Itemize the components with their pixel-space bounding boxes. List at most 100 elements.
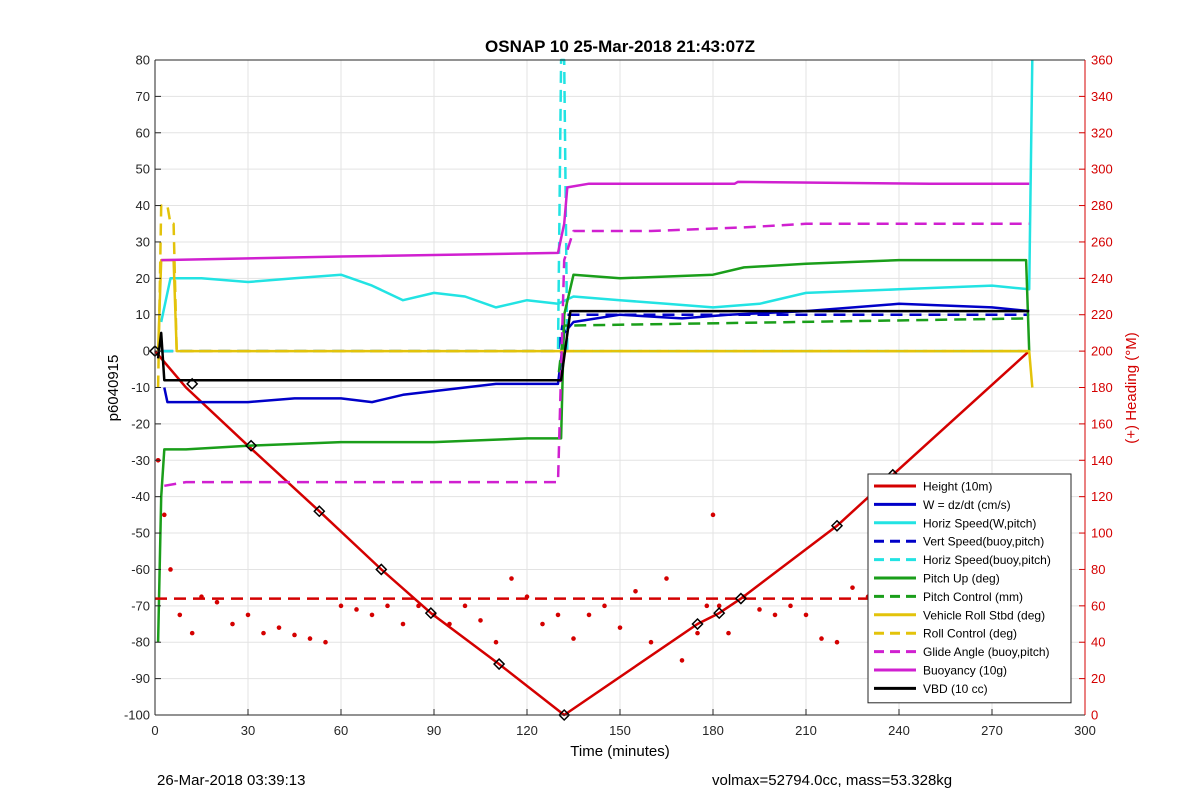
y-right-tick-label: 140	[1091, 453, 1113, 468]
legend-label: Vehicle Roll Stbd (deg)	[923, 608, 1045, 622]
heading-point	[416, 603, 421, 609]
heading-point	[245, 612, 251, 618]
legend-label: Pitch Control (mm)	[923, 590, 1023, 604]
y-tick-label: -70	[131, 598, 150, 613]
dive-marker	[186, 377, 199, 390]
dive-marker	[375, 563, 388, 576]
x-tick-label: 30	[241, 723, 255, 738]
heading-point	[757, 607, 762, 612]
legend-label: Height (10m)	[923, 480, 992, 494]
axes: 0 30 60 90 120 150 180 210 240 270 300807060504030…	[124, 53, 1113, 739]
legend-label: Buoyancy (10g)	[923, 664, 1007, 678]
y-right-tick-label: 200	[1091, 344, 1113, 359]
y-tick-label: -50	[131, 526, 150, 541]
heading-point	[602, 603, 607, 609]
heading-point	[400, 621, 406, 627]
heading-point	[447, 621, 452, 627]
series-line-1	[163, 302, 1030, 404]
x-tick-label: 60	[334, 723, 348, 738]
heading-point	[772, 612, 778, 618]
heading-point	[850, 585, 855, 590]
heading-point	[586, 612, 592, 618]
heading-point	[704, 603, 710, 609]
y-tick-label: -80	[131, 635, 150, 650]
x-tick-label: 150	[609, 723, 631, 738]
heading-point	[726, 630, 731, 636]
legend: Height (10m) W = dz/dt (cm/s) Horiz Speed(…	[867, 473, 1072, 704]
dive-marker	[493, 657, 506, 671]
y-right-tick-label: 120	[1091, 489, 1113, 504]
y-right-tick-label: 160	[1091, 416, 1113, 431]
x-tick-label: 300	[1074, 723, 1096, 738]
y-right-tick-label: 80	[1091, 562, 1105, 577]
x-tick-label: 210	[795, 723, 817, 738]
heading-point	[214, 599, 220, 605]
x-tick-label: 240	[888, 723, 910, 738]
heading-point	[162, 512, 167, 518]
y-tick-label: 40	[136, 198, 150, 213]
y-tick-label: 80	[136, 53, 150, 68]
legend-label: VBD (10 cc)	[923, 682, 988, 696]
y-tick-label: -30	[131, 453, 150, 468]
dive-marker	[734, 592, 747, 605]
heading-point	[261, 630, 266, 636]
series-line-0	[154, 350, 1031, 717]
y-right-tick-label: 240	[1091, 271, 1113, 286]
y-tick-label: 70	[136, 89, 150, 104]
heading-point	[540, 621, 545, 627]
y-right-tick-label: 360	[1091, 53, 1113, 68]
legend-label: Glide Angle (buoy,pitch)	[923, 645, 1050, 659]
dive-marker	[245, 439, 258, 452]
y-right-tick-label: 320	[1091, 125, 1113, 140]
heading-point	[354, 607, 359, 612]
x-axis-label: Time (minutes)	[570, 743, 669, 760]
series-line-5	[156, 258, 1031, 643]
heading-point	[648, 639, 654, 645]
heading-point	[509, 576, 514, 581]
heading-point	[664, 576, 669, 581]
y-tick-label: -10	[131, 380, 150, 395]
heading-point	[617, 625, 623, 630]
heading-point	[493, 639, 499, 645]
y-right-tick-label: 300	[1091, 162, 1113, 177]
y-right-tick-label: 220	[1091, 307, 1113, 322]
y-right-tick-label: 100	[1091, 526, 1113, 541]
y-tick-label: 30	[136, 234, 150, 249]
y-tick-label: 20	[136, 271, 150, 286]
dive-marker	[830, 519, 844, 532]
footer-timestamp: 26-Mar-2018 03:39:13	[157, 772, 306, 789]
x-tick-label: 90	[427, 723, 441, 738]
heading-point	[478, 618, 483, 623]
heading-point	[819, 636, 824, 641]
heading-point	[323, 639, 328, 645]
legend-label: Horiz Speed(W,pitch)	[923, 516, 1036, 530]
heading-point	[276, 625, 282, 630]
dive-marker	[691, 617, 704, 631]
heading-point	[462, 603, 468, 609]
legend-label: Horiz Speed(buoy,pitch)	[923, 553, 1051, 567]
y-right-tick-label: 340	[1091, 89, 1113, 104]
heading-point	[716, 603, 722, 609]
dive-marker	[558, 708, 571, 722]
y-right-tick-label: 260	[1091, 234, 1113, 249]
y-tick-label: 10	[136, 307, 150, 322]
y-tick-label: -100	[124, 708, 150, 723]
heading-point	[803, 612, 809, 618]
dive-marker	[713, 607, 726, 620]
legend-label: Pitch Up (deg)	[923, 572, 1000, 586]
heading-point	[385, 603, 390, 609]
heading-point	[168, 567, 173, 572]
heading-point	[177, 612, 183, 618]
dive-marker	[424, 607, 437, 620]
series-line-2	[159, 59, 1034, 323]
series-line-11	[156, 309, 1030, 382]
y-tick-label: -90	[131, 671, 150, 686]
footer-volmax-mass: volmax=52794.0cc, mass=53.328kg	[712, 772, 953, 789]
heading-point	[633, 588, 638, 594]
heading-point	[695, 630, 700, 636]
y-tick-label: 50	[136, 162, 150, 177]
heading-point	[292, 632, 297, 638]
series-line-9	[164, 222, 1030, 488]
